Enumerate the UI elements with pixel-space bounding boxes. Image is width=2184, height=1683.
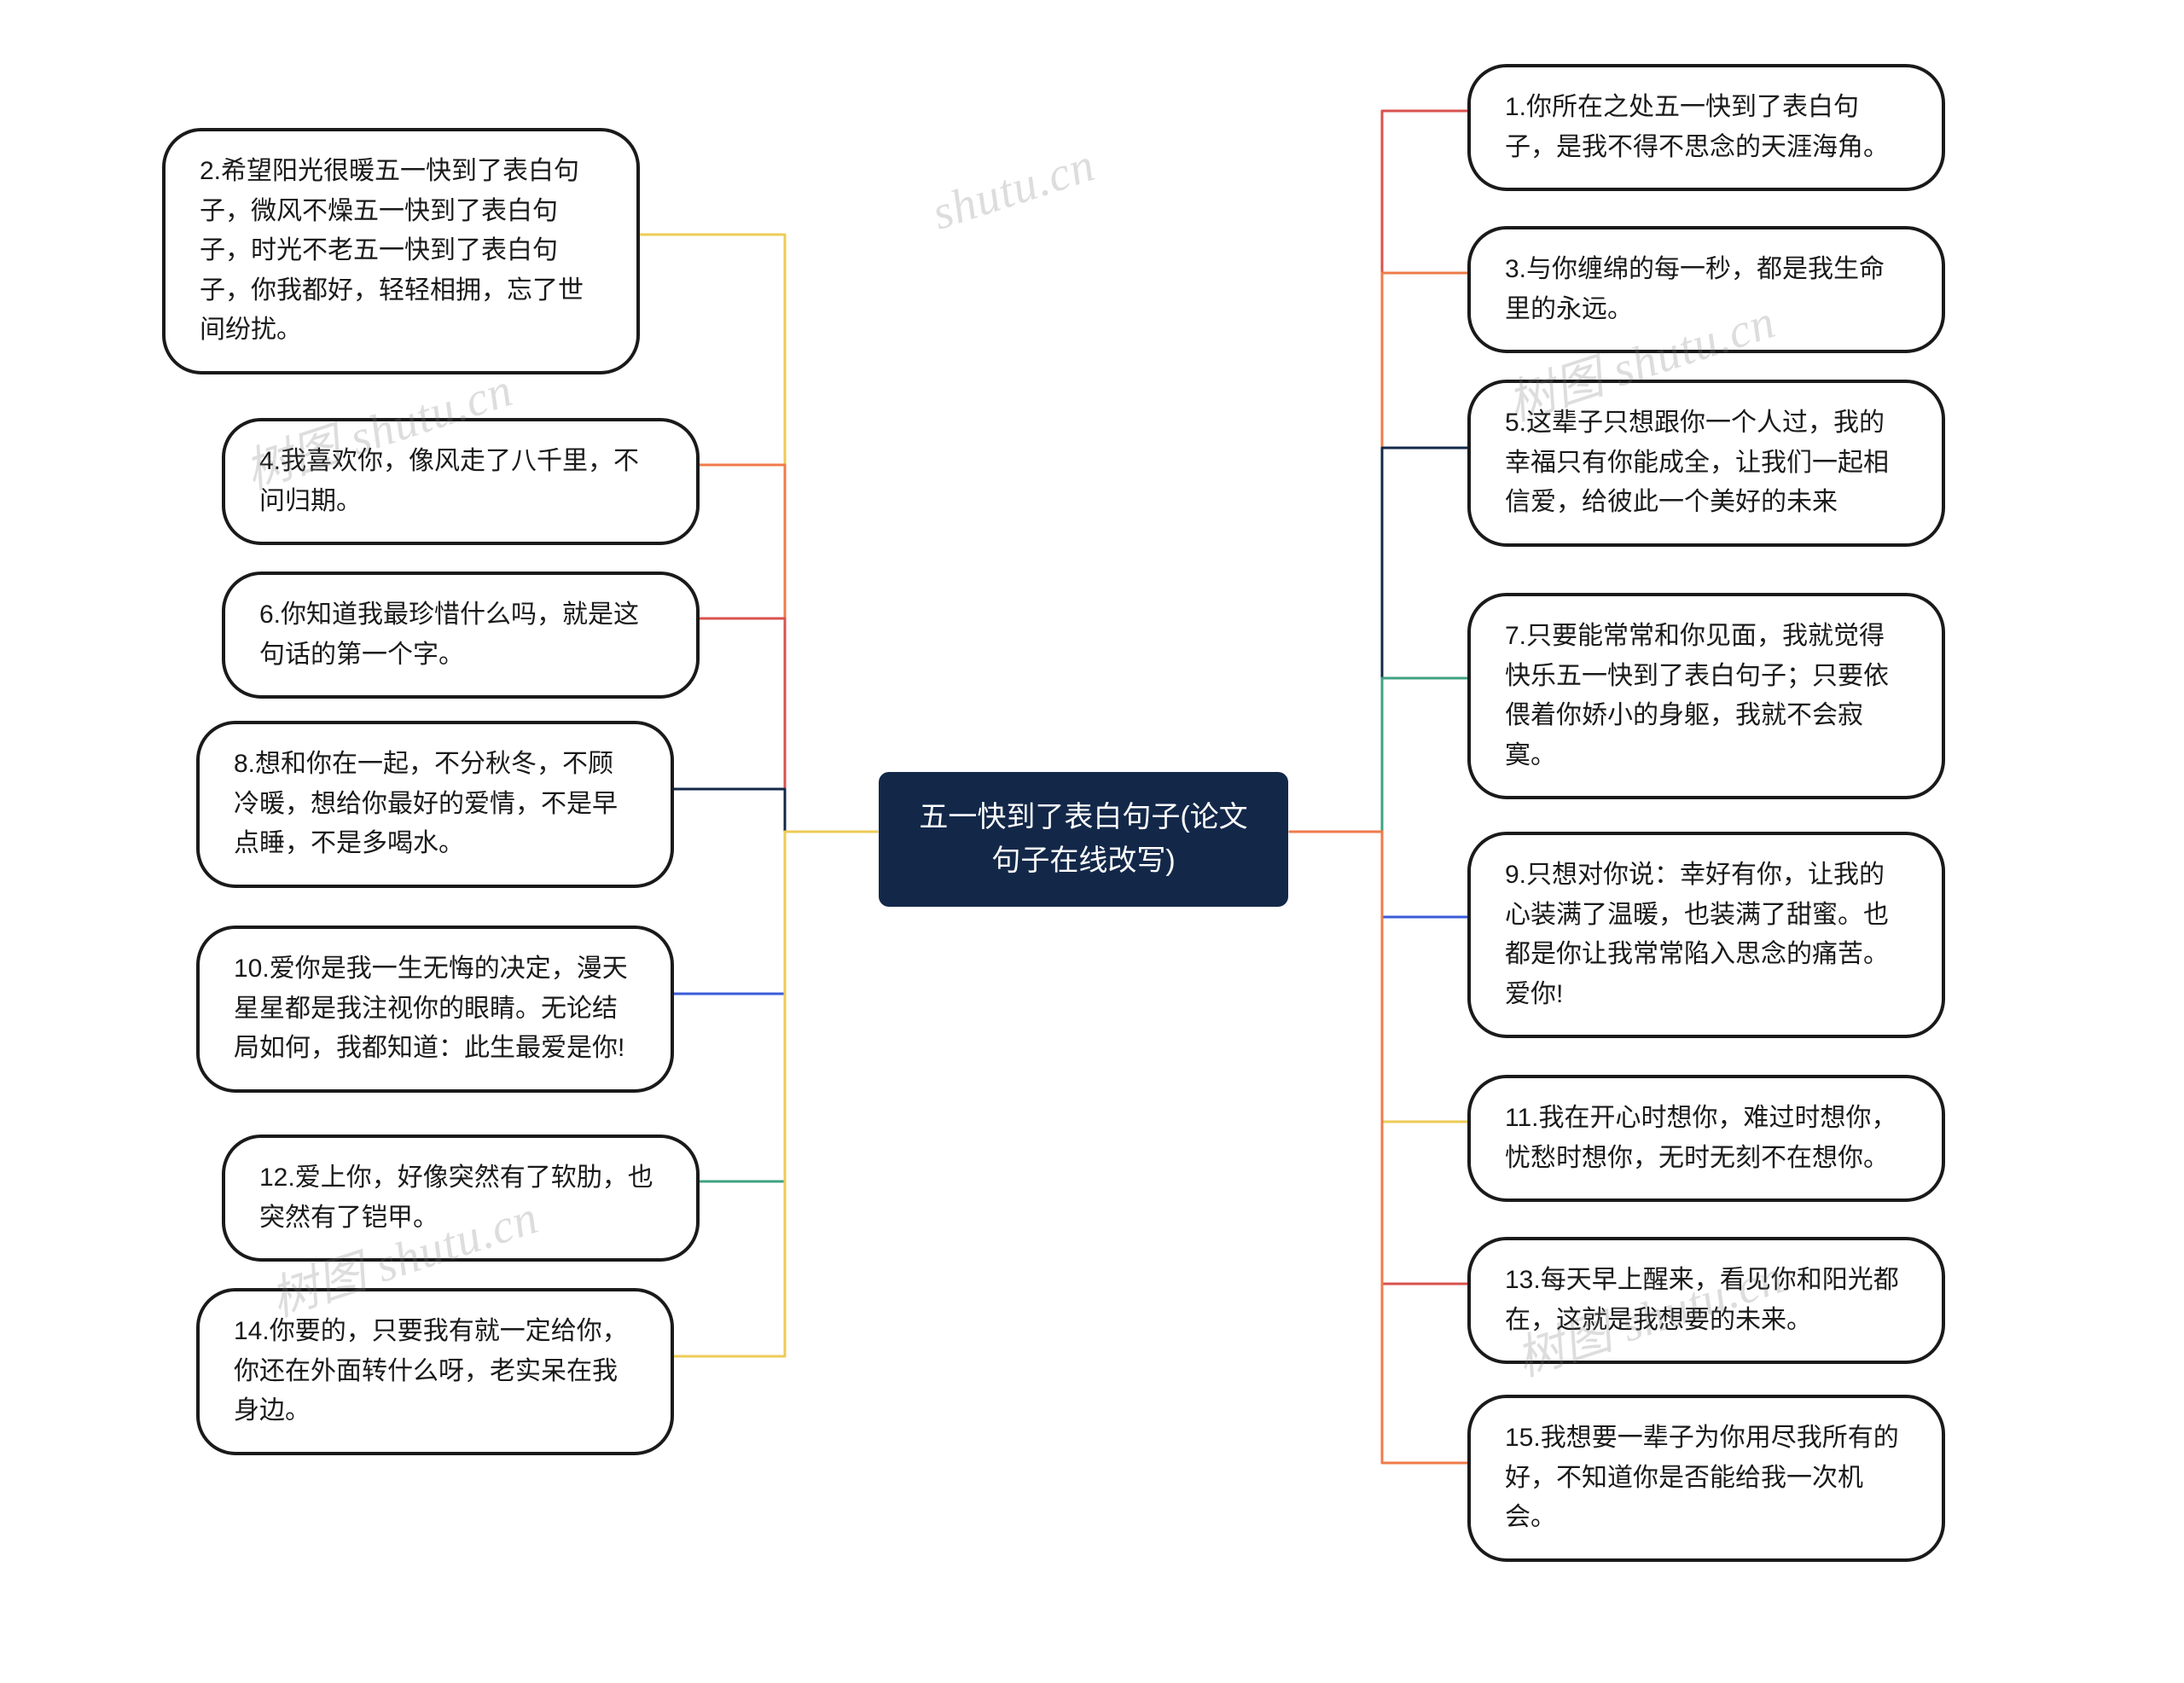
child-node-n14: 14.你要的，只要我有就一定给你，你还在外面转什么呀，老实呆在我身边。: [196, 1288, 674, 1455]
child-node-n13: 13.每天早上醒来，看见你和阳光都在，这就是我想要的未来。: [1467, 1237, 1945, 1364]
child-node-text: 13.每天早上醒来，看见你和阳光都在，这就是我想要的未来。: [1505, 1266, 1899, 1334]
child-node-text: 1.你所在之处五一快到了表白句子，是我不得不思念的天涯海角。: [1505, 93, 1889, 161]
child-node-n11: 11.我在开心时想你，难过时想你，忧愁时想你，无时无刻不在想你。: [1467, 1075, 1945, 1202]
child-node-n2: 2.希望阳光很暖五一快到了表白句子，微风不燥五一快到了表白句子，时光不老五一快到…: [162, 128, 640, 374]
mindmap-canvas: 五一快到了表白句子(论文句子在线改写) 2.希望阳光很暖五一快到了表白句子，微风…: [0, 0, 2184, 1683]
child-node-n9: 9.只想对你说：幸好有你，让我的心装满了温暖，也装满了甜蜜。也都是你让我常常陷入…: [1467, 832, 1945, 1038]
child-node-text: 5.这辈子只想跟你一个人过，我的幸福只有你能成全，让我们一起相信爱，给彼此一个美…: [1505, 409, 1889, 516]
child-node-text: 3.与你缠绵的每一秒，都是我生命里的永远。: [1505, 255, 1885, 323]
child-node-text: 4.我喜欢你，像风走了八千里，不问归期。: [259, 447, 639, 515]
child-node-text: 7.只要能常常和你见面，我就觉得快乐五一快到了表白句子；只要依偎着你娇小的身躯，…: [1505, 622, 1889, 769]
child-node-text: 15.我想要一辈子为你用尽我所有的好，不知道你是否能给我一次机会。: [1505, 1424, 1899, 1531]
child-node-n4: 4.我喜欢你，像风走了八千里，不问归期。: [222, 418, 700, 545]
child-node-n12: 12.爱上你，好像突然有了软肋，也突然有了铠甲。: [222, 1135, 700, 1262]
watermark: shutu.cn: [926, 137, 1101, 241]
child-node-n3: 3.与你缠绵的每一秒，都是我生命里的永远。: [1467, 226, 1945, 353]
child-node-n5: 5.这辈子只想跟你一个人过，我的幸福只有你能成全，让我们一起相信爱，给彼此一个美…: [1467, 380, 1945, 547]
child-node-n8: 8.想和你在一起，不分秋冬，不顾冷暖，想给你最好的爱情，不是早点睡，不是多喝水。: [196, 721, 674, 888]
child-node-text: 6.你知道我最珍惜什么吗，就是这句话的第一个字。: [259, 601, 639, 669]
child-node-text: 10.爱你是我一生无悔的决定，漫天星星都是我注视你的眼睛。无论结局如何，我都知道…: [234, 955, 628, 1062]
child-node-text: 9.只想对你说：幸好有你，让我的心装满了温暖，也装满了甜蜜。也都是你让我常常陷入…: [1505, 861, 1889, 1008]
child-node-text: 8.想和你在一起，不分秋冬，不顾冷暖，想给你最好的爱情，不是早点睡，不是多喝水。: [234, 750, 618, 857]
child-node-n7: 7.只要能常常和你见面，我就觉得快乐五一快到了表白句子；只要依偎着你娇小的身躯，…: [1467, 593, 1945, 799]
child-node-n6: 6.你知道我最珍惜什么吗，就是这句话的第一个字。: [222, 572, 700, 699]
child-node-text: 14.你要的，只要我有就一定给你，你还在外面转什么呀，老实呆在我身边。: [234, 1317, 628, 1425]
center-node-text: 五一快到了表白句子(论文句子在线改写): [919, 801, 1247, 877]
child-node-n1: 1.你所在之处五一快到了表白句子，是我不得不思念的天涯海角。: [1467, 64, 1945, 191]
child-node-text: 2.希望阳光很暖五一快到了表白句子，微风不燥五一快到了表白句子，时光不老五一快到…: [200, 157, 584, 344]
child-node-n10: 10.爱你是我一生无悔的决定，漫天星星都是我注视你的眼睛。无论结局如何，我都知道…: [196, 926, 674, 1093]
child-node-n15: 15.我想要一辈子为你用尽我所有的好，不知道你是否能给我一次机会。: [1467, 1395, 1945, 1562]
center-node: 五一快到了表白句子(论文句子在线改写): [879, 772, 1288, 907]
child-node-text: 12.爱上你，好像突然有了软肋，也突然有了铠甲。: [259, 1164, 653, 1232]
child-node-text: 11.我在开心时想你，难过时想你，忧愁时想你，无时无刻不在想你。: [1505, 1104, 1896, 1172]
